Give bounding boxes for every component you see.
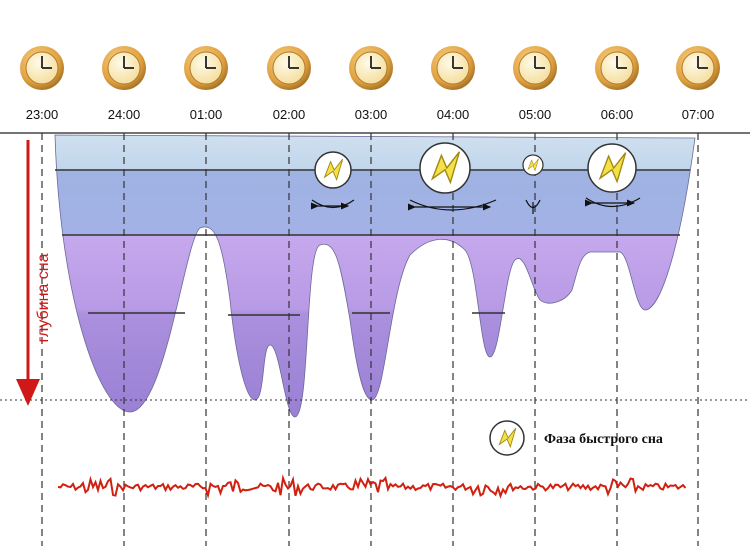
- clock: [184, 46, 228, 90]
- time-label: 07:00: [682, 107, 715, 122]
- clock: [267, 46, 311, 90]
- clock: [431, 46, 475, 90]
- time-label: 04:00: [437, 107, 470, 122]
- time-label: 03:00: [355, 107, 388, 122]
- clock: [513, 46, 557, 90]
- eeg-trace: [57, 474, 687, 499]
- time-label: 24:00: [108, 107, 141, 122]
- clock: [595, 46, 639, 90]
- axis-label: глубина сна: [35, 253, 52, 342]
- clock: [676, 46, 720, 90]
- rem-icons: [314, 142, 637, 194]
- rem-durations: [310, 197, 641, 214]
- clock: [20, 46, 64, 90]
- legend-label: Фаза быстрого сна: [544, 432, 663, 447]
- clock: [102, 46, 146, 90]
- clock: [349, 46, 393, 90]
- time-label: 01:00: [190, 107, 223, 122]
- time-label: 05:00: [519, 107, 552, 122]
- time-label: 23:00: [26, 107, 59, 122]
- time-label: 02:00: [273, 107, 306, 122]
- time-label: 06:00: [601, 107, 634, 122]
